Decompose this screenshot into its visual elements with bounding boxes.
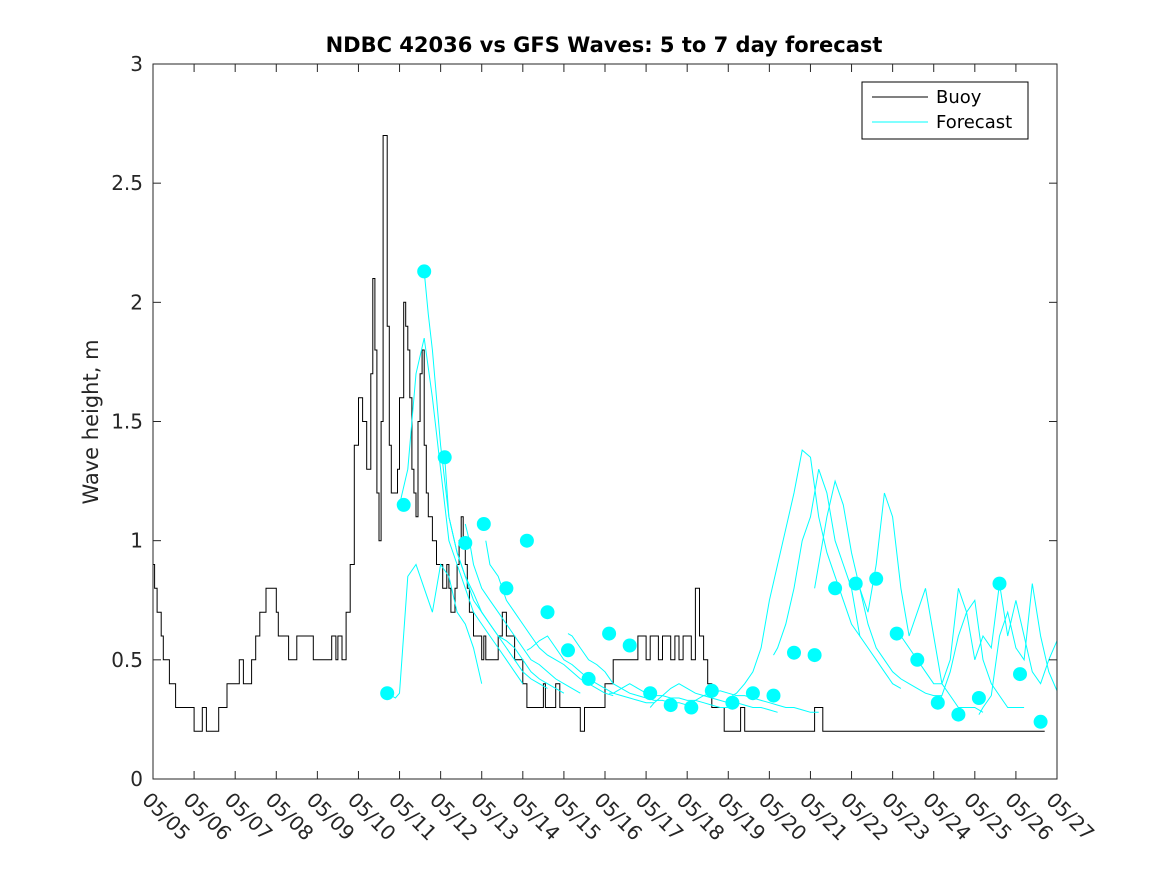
forecast-line-5 [464, 523, 581, 694]
buoy-series-line [153, 135, 1045, 732]
series-layer [153, 135, 1057, 732]
forecast-line-14 [814, 479, 942, 697]
forecast-marker-13 [622, 638, 637, 653]
forecast-marker-15 [663, 698, 678, 713]
forecast-marker-23 [828, 581, 843, 596]
y-axis-label: Wave height, m [79, 339, 103, 504]
forecast-marker-12 [602, 626, 617, 641]
forecast-marker-21 [787, 645, 801, 660]
forecast-marker-28 [930, 695, 945, 710]
forecast-marker-2 [396, 497, 411, 512]
forecast-line-3 [423, 271, 548, 689]
forecast-marker-27 [910, 652, 925, 667]
forecast-marker-20 [766, 688, 781, 703]
axes-layer: 00.511.522.5305/0505/0605/0705/0805/0905… [111, 52, 1099, 845]
y-tick-label-6: 3 [130, 52, 143, 76]
forecast-marker-8 [519, 533, 534, 548]
forecast-marker-16 [684, 700, 699, 715]
forecast-marker-7 [499, 581, 514, 596]
forecast-marker-22 [807, 648, 822, 663]
forecast-marker-31 [992, 576, 1007, 591]
forecast-marker-33 [1033, 714, 1048, 729]
legend-buoy-label: Buoy [936, 87, 982, 108]
y-tick-label-1: 0.5 [111, 648, 143, 672]
forecast-marker-30 [971, 691, 986, 705]
forecast-marker-11 [581, 671, 596, 686]
forecast-marker-3 [417, 264, 432, 279]
forecast-marker-14 [643, 686, 658, 701]
forecast-line-4 [444, 457, 565, 694]
x-tick-label-22: 05/27 [1041, 788, 1099, 846]
forecast-marker-1 [380, 686, 395, 701]
forecast-marker-26 [889, 626, 904, 641]
plot-area [153, 135, 1057, 732]
forecast-line-16 [896, 588, 1025, 708]
forecast-marker-32 [1013, 667, 1027, 682]
legend-forecast-label: Forecast [936, 112, 1012, 133]
legend-box [861, 81, 1029, 140]
forecast-marker-9 [540, 605, 555, 620]
y-tick-label-0: 0 [130, 767, 143, 791]
forecast-marker-17 [704, 683, 719, 698]
forecast-line-2 [399, 337, 524, 684]
forecast-marker-19 [745, 686, 760, 701]
forecast-marker-5 [458, 536, 473, 550]
forecast-marker-4 [437, 450, 452, 465]
forecast-marker-10 [561, 643, 575, 658]
forecast-line-15 [855, 492, 984, 713]
y-tick-label-5: 2.5 [111, 171, 143, 195]
y-tick-label-2: 1 [130, 529, 143, 553]
forecast-marker-25 [869, 571, 884, 586]
forecast-line-13 [773, 469, 902, 689]
forecast-line-1 [386, 563, 483, 699]
y-tick-label-4: 2 [130, 290, 143, 314]
forecast-line-9 [609, 683, 737, 708]
forecast-line-17 [937, 583, 1057, 703]
forecast-marker-29 [951, 707, 966, 722]
forecast-line-10 [649, 683, 778, 713]
forecast-marker-24 [848, 576, 863, 591]
legend: Buoy Forecast [861, 81, 1029, 140]
forecast-line-18 [978, 583, 1057, 715]
chart-title: NDBC 42036 vs GFS Waves: 5 to 7 day fore… [326, 33, 883, 57]
forecast-marker-18 [725, 695, 740, 710]
y-tick-label-3: 1.5 [111, 410, 143, 434]
forecast-marker-6 [476, 517, 491, 531]
